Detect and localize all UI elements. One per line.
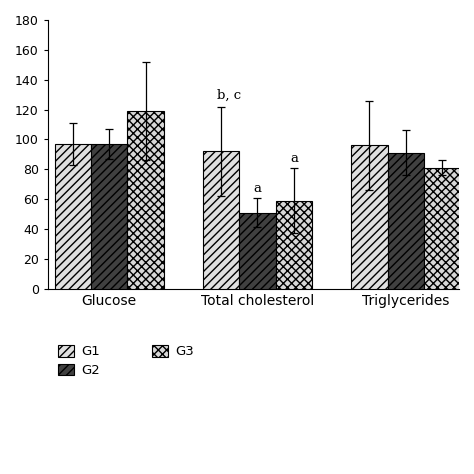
Text: b, c: b, c	[217, 89, 241, 102]
Bar	[55, 144, 91, 289]
Bar	[91, 144, 128, 289]
Bar	[276, 201, 312, 289]
Bar	[239, 212, 276, 289]
Text: a: a	[254, 182, 262, 195]
Legend: G1, G2, G3: G1, G2, G3	[55, 341, 198, 381]
Bar	[203, 151, 239, 289]
Bar	[388, 153, 424, 289]
Bar	[351, 146, 388, 289]
Text: a: a	[290, 152, 298, 165]
Bar	[128, 111, 164, 289]
Bar	[424, 168, 460, 289]
